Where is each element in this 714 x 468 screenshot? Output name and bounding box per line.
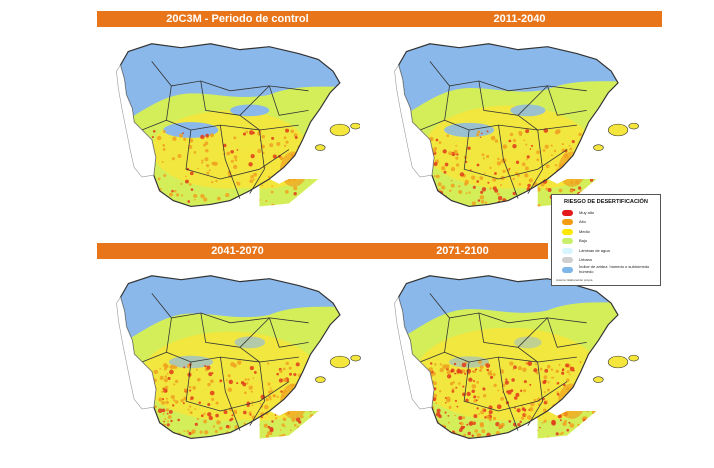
legend-label: Láminas de agua [579, 247, 610, 253]
legend-swatch [562, 228, 573, 235]
spain-map [394, 275, 639, 440]
legend-label: Índice de aridez: húmedo o subhúmedo húm… [579, 264, 650, 274]
panel-title-bar: 2041-2070 [97, 243, 378, 259]
spain-map [394, 43, 639, 208]
legend-swatch [562, 266, 573, 273]
legend-label: Medio [579, 228, 590, 234]
legend-title: RIESGO DE DESERTIFICACIÓN [564, 199, 648, 205]
legend: RIESGO DE DESERTIFICACIÓN Muy alto Alto Me… [551, 194, 661, 286]
legend-swatch [562, 257, 573, 264]
legend-swatch [562, 209, 573, 216]
legend-source: Autoría: Elaboración propia [556, 278, 593, 282]
panel-title-bar: 20C3M - Periodo de control [97, 11, 378, 27]
spain-map [116, 43, 360, 208]
legend-item: Bajo [552, 237, 660, 247]
legend-label: Bajo [579, 238, 588, 244]
spain-map [116, 275, 361, 440]
legend-item: Muy alto [552, 208, 660, 218]
legend-item: Urbano [552, 256, 660, 266]
legend-label: Urbano [579, 257, 593, 263]
legend-label: Muy alto [579, 209, 595, 215]
legend-label: Alto [579, 219, 586, 225]
legend-swatch [562, 247, 573, 254]
legend-item: Alto [552, 218, 660, 228]
legend-swatch [562, 219, 573, 226]
legend-item: Índice de aridez: húmedo o subhúmedo húm… [552, 265, 660, 275]
legend-swatch [562, 238, 573, 245]
legend-item: Medio [552, 227, 660, 237]
panel-title-bar: 2011-2040 [377, 11, 662, 27]
legend-items: Muy alto Alto Medio Bajo Láminas de agua Urba… [552, 208, 660, 275]
legend-item: Láminas de agua [552, 246, 660, 256]
panel-title-bar: 2071-2100 [377, 243, 548, 259]
